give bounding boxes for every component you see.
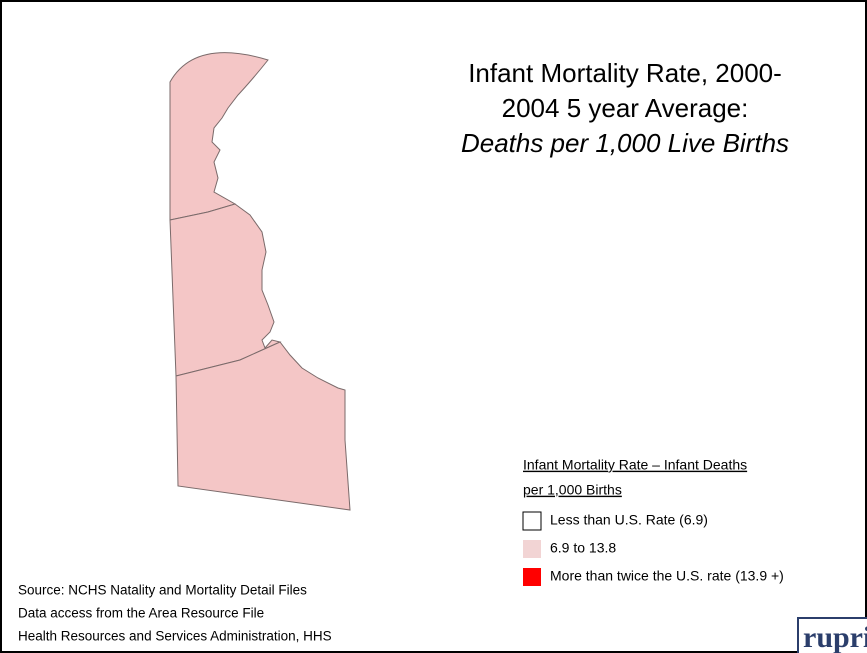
source-line: Health Resources and Services Administra… — [18, 629, 332, 644]
legend-label: 6.9 to 13.8 — [550, 540, 616, 556]
title-line: Infant Mortality Rate, 2000- — [468, 58, 782, 88]
title-line: 2004 5 year Average: — [502, 93, 749, 123]
legend-label: Less than U.S. Rate (6.9) — [550, 512, 708, 528]
legend-swatch — [522, 511, 542, 531]
legend-label: More than twice the U.S. rate (13.9 +) — [550, 568, 784, 584]
delaware-map — [169, 52, 351, 511]
legend: Less than U.S. Rate (6.9) 6.9 to 13.8 More… — [522, 511, 784, 586]
legend-title: Infant Mortality Rate – Infant Deaths — [523, 457, 747, 473]
county-sussex — [175, 341, 351, 511]
logo-box — [797, 617, 867, 653]
logo: rupri — [803, 621, 867, 653]
county-new-castle — [169, 52, 269, 221]
source-line: Data access from the Area Resource File — [18, 606, 264, 621]
source-line: Source: NCHS Natality and Mortality Deta… — [18, 583, 307, 598]
title-line: Deaths per 1,000 Live Births — [461, 128, 789, 158]
legend-swatch — [523, 568, 541, 586]
legend-swatch — [523, 540, 541, 558]
legend-title: per 1,000 Births — [523, 482, 622, 498]
